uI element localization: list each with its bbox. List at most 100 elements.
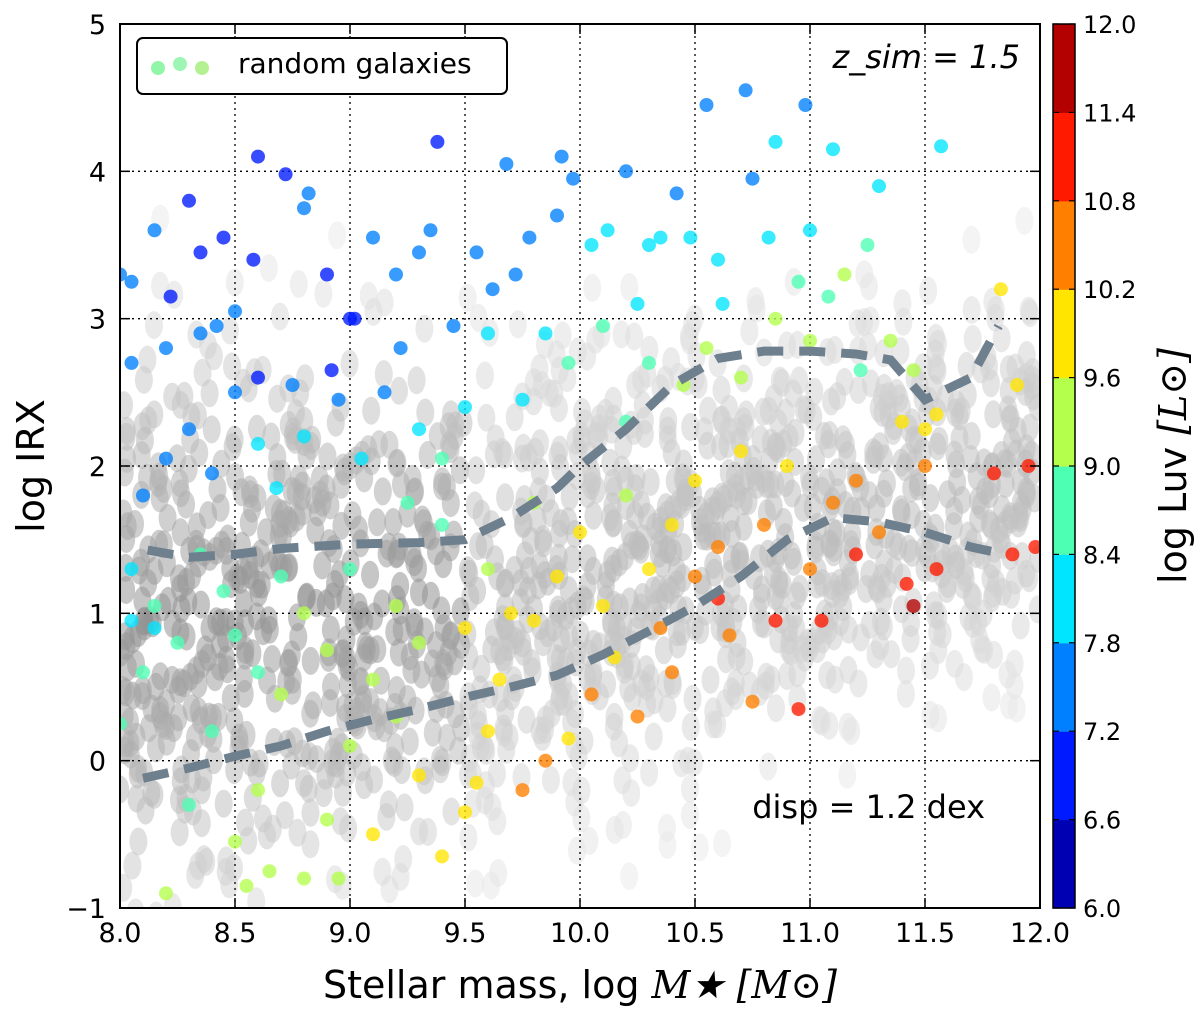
scatter-point [504,606,518,621]
density-cell [874,585,893,614]
density-cell [487,759,506,788]
density-cell [439,412,458,441]
scatter-point [366,230,380,245]
density-cell [673,564,692,593]
density-cell [297,583,316,612]
density-cell [343,501,362,530]
density-cell [838,760,857,789]
scatter-point [366,672,380,687]
density-cell [418,441,437,469]
density-cell [740,317,759,346]
legend-label: random galaxies [238,47,472,80]
density-cell [199,501,218,530]
density-cell [426,537,445,566]
density-cell [450,456,469,485]
density-cell [919,276,938,305]
scatter-point [297,871,311,886]
density-cell [612,455,631,484]
scatter-point [527,613,541,628]
scatter-point [596,319,610,333]
axis-ticks: 8.0 8.5 9.0 9.5 10.0 10.5 11.0 11.5 12.0 −1 0 1 2 3 4 5 [66,10,1070,949]
scatter-point [566,171,581,186]
density-cell [172,594,191,623]
density-cell [132,441,151,470]
density-cell [921,651,939,680]
density-cell [541,765,560,794]
density-cell [683,684,702,713]
scatter-point [170,635,185,650]
density-cell [126,510,144,538]
density-cell [681,774,699,803]
density-cell [545,379,564,408]
density-cell [818,338,837,367]
density-cell [559,576,578,605]
colorbar-segment [1053,554,1075,644]
density-cell [726,669,745,698]
density-cell [340,349,359,378]
scatter-point [216,230,231,245]
density-cell [391,571,410,600]
scatter-point [124,613,139,628]
scatter-point [554,149,569,164]
scatter-point [331,871,346,886]
density-cell [433,748,452,777]
density-cell [120,775,130,804]
density-cell [998,660,1017,689]
scatter-point [550,208,564,223]
density-cell [640,758,659,787]
scatter-point [798,98,813,112]
density-cell [423,649,442,678]
density-cell [318,442,337,471]
colorbar-tick-label: 7.2 [1083,718,1121,746]
density-cell [519,443,538,472]
scatter-point [826,495,840,510]
density-cell [183,561,202,590]
density-cell [536,715,555,744]
scatter-point [331,392,346,407]
density-cell [620,862,639,891]
scatter-point [481,724,495,739]
scatter-point [791,702,806,717]
scatter-point [389,267,403,282]
density-cell [310,465,329,494]
density-cell [218,524,237,553]
scatter-point [722,628,737,643]
colorbar-tick-label: 10.2 [1083,276,1136,304]
density-cell [578,342,597,371]
scatter-point [251,370,265,385]
density-cell [620,273,639,301]
y-tick-label: 2 [89,452,106,483]
density-cell [897,656,915,685]
scatter-point [814,613,829,628]
density-cell [894,307,913,336]
density-cell [604,404,623,433]
density-cell [306,516,325,545]
density-cell [640,335,659,364]
density-cell [271,302,289,331]
scatter-point [768,613,783,628]
density-cell [712,482,731,511]
scatter-point [1021,459,1036,473]
density-cell [469,303,488,332]
scatter-point [216,584,231,599]
scatter-point [619,488,633,503]
scatter-point [320,812,334,827]
density-cell [266,982,284,1010]
density-cell [641,468,660,496]
density-cell [289,270,308,298]
density-cell [690,833,709,862]
density-cell [495,440,514,469]
density-cell [605,702,624,731]
density-cell [154,474,173,503]
density-cell [767,694,785,723]
x-tick-label: 8.5 [214,918,257,949]
density-cell [387,676,406,704]
density-cell [466,869,485,898]
density-cell [644,722,663,751]
density-cell [727,481,746,510]
scatter-points [120,83,1040,901]
scatter-point [205,724,219,739]
density-cell [815,421,833,450]
colorbar-segment [1053,819,1075,909]
colorbar: 6.0 6.6 7.2 7.8 8.4 9.0 9.6 10.2 10.8 11.4 12.0 [1052,11,1136,923]
